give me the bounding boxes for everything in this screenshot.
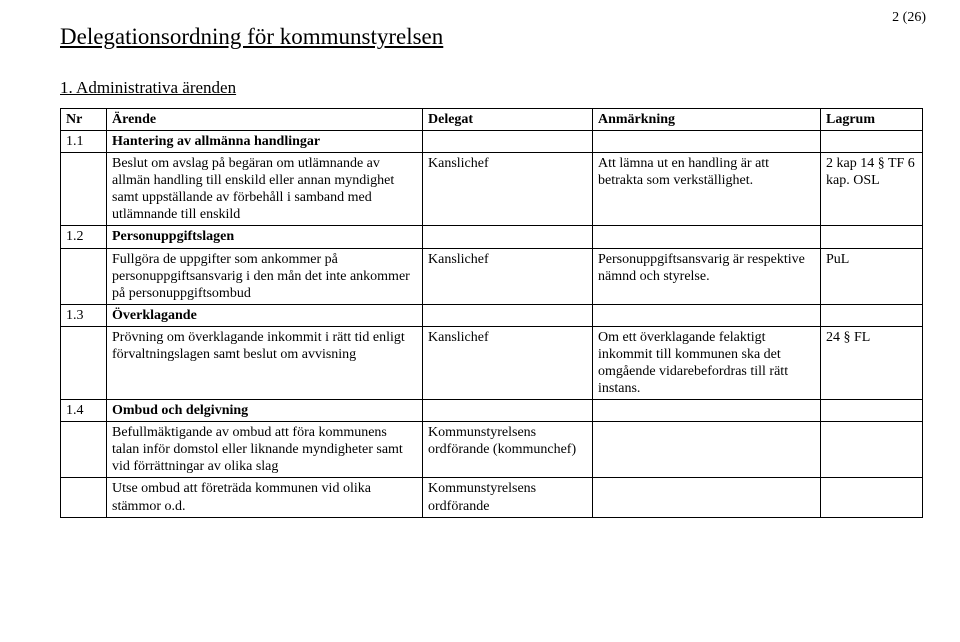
delegation-table: Nr Ärende Delegat Anmärkning Lagrum 1.1 … <box>60 108 923 518</box>
cell-arende: Utse ombud att företräda kommunen vid ol… <box>107 478 423 517</box>
cell-lagrum: 24 § FL <box>821 326 923 399</box>
cell-nr <box>61 248 107 304</box>
table-subhead-row: 1.2 Personuppgiftslagen <box>61 226 923 248</box>
cell-lagrum <box>821 131 923 153</box>
table-subhead-row: 1.3 Överklagande <box>61 304 923 326</box>
cell-lagrum <box>821 400 923 422</box>
cell-delegat: Kommunstyrelsens ordförande (kommunchef) <box>423 422 593 478</box>
cell-lagrum <box>821 478 923 517</box>
section-heading: 1. Administrativa ärenden <box>60 78 926 98</box>
col-lagrum: Lagrum <box>821 109 923 131</box>
cell-delegat: Kommunstyrelsens ordförande <box>423 478 593 517</box>
table-subhead-row: 1.4 Ombud och delgivning <box>61 400 923 422</box>
col-delegat: Delegat <box>423 109 593 131</box>
cell-delegat <box>423 400 593 422</box>
cell-nr: 1.3 <box>61 304 107 326</box>
cell-lagrum: 2 kap 14 § TF 6 kap. OSL <box>821 153 923 226</box>
cell-arende: Personuppgiftslagen <box>107 226 423 248</box>
cell-arende: Prövning om överklagande inkommit i rätt… <box>107 326 423 399</box>
cell-anm: Om ett överklagande felaktigt inkommit t… <box>593 326 821 399</box>
cell-arende: Befullmäktigande av ombud att föra kommu… <box>107 422 423 478</box>
cell-anm: Personuppgiftsansvarig är respektive näm… <box>593 248 821 304</box>
cell-arende: Beslut om avslag på begäran om utlämnand… <box>107 153 423 226</box>
cell-delegat: Kanslichef <box>423 248 593 304</box>
col-arende: Ärende <box>107 109 423 131</box>
document-page: 2 (26) Delegationsordning för kommunstyr… <box>0 0 960 642</box>
cell-arende: Fullgöra de uppgifter som ankommer på pe… <box>107 248 423 304</box>
cell-delegat: Kanslichef <box>423 326 593 399</box>
cell-lagrum <box>821 226 923 248</box>
table-row: Utse ombud att företräda kommunen vid ol… <box>61 478 923 517</box>
cell-delegat <box>423 304 593 326</box>
table-row: Befullmäktigande av ombud att föra kommu… <box>61 422 923 478</box>
cell-anm <box>593 422 821 478</box>
cell-anm <box>593 400 821 422</box>
table-row: Prövning om överklagande inkommit i rätt… <box>61 326 923 399</box>
cell-anm: Att lämna ut en handling är att betrakta… <box>593 153 821 226</box>
table-header-row: Nr Ärende Delegat Anmärkning Lagrum <box>61 109 923 131</box>
document-title: Delegationsordning för kommunstyrelsen <box>60 24 926 50</box>
cell-lagrum <box>821 422 923 478</box>
cell-nr <box>61 153 107 226</box>
cell-delegat: Kanslichef <box>423 153 593 226</box>
table-row: Fullgöra de uppgifter som ankommer på pe… <box>61 248 923 304</box>
cell-arende: Hantering av allmänna handlingar <box>107 131 423 153</box>
cell-anm <box>593 226 821 248</box>
col-nr: Nr <box>61 109 107 131</box>
cell-anm <box>593 478 821 517</box>
cell-nr: 1.1 <box>61 131 107 153</box>
page-number: 2 (26) <box>892 10 926 26</box>
table-row: Beslut om avslag på begäran om utlämnand… <box>61 153 923 226</box>
table-subhead-row: 1.1 Hantering av allmänna handlingar <box>61 131 923 153</box>
cell-lagrum <box>821 304 923 326</box>
cell-delegat <box>423 131 593 153</box>
cell-nr <box>61 326 107 399</box>
cell-arende: Överklagande <box>107 304 423 326</box>
col-anm: Anmärkning <box>593 109 821 131</box>
cell-arende: Ombud och delgivning <box>107 400 423 422</box>
cell-nr: 1.2 <box>61 226 107 248</box>
cell-nr <box>61 422 107 478</box>
cell-nr: 1.4 <box>61 400 107 422</box>
cell-anm <box>593 304 821 326</box>
cell-lagrum: PuL <box>821 248 923 304</box>
cell-nr <box>61 478 107 517</box>
cell-delegat <box>423 226 593 248</box>
cell-anm <box>593 131 821 153</box>
